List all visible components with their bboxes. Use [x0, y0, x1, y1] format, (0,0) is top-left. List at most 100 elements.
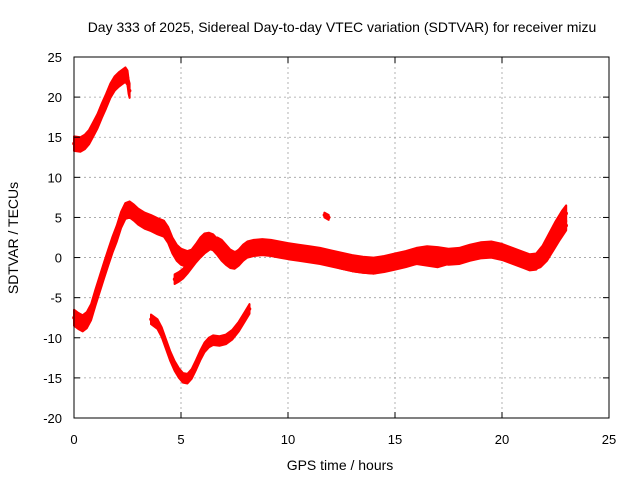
data-point: [217, 339, 222, 343]
data-point: [564, 211, 568, 216]
data-point: [326, 215, 331, 220]
data-series: [72, 66, 568, 385]
data-point: [558, 233, 562, 237]
data-point: [564, 223, 568, 228]
data-point: [532, 263, 536, 267]
data-point: [468, 248, 472, 253]
data-point: [414, 257, 419, 262]
data-point: [202, 246, 207, 251]
data-point: [127, 88, 132, 93]
data-point: [224, 337, 228, 342]
data-point: [110, 242, 115, 247]
data-point: [547, 239, 551, 244]
data-point: [457, 252, 462, 257]
data-point: [521, 257, 526, 262]
x-axis-label: GPS time / hours: [287, 457, 394, 473]
data-point: [155, 322, 160, 326]
y-tick-label: -10: [43, 331, 62, 346]
data-point: [446, 257, 451, 262]
data-point: [361, 266, 365, 270]
data-point: [123, 209, 128, 213]
y-tick-label: 0: [55, 251, 62, 266]
data-point: [207, 243, 211, 248]
data-point: [149, 317, 153, 322]
data-point: [126, 84, 131, 89]
data-point: [91, 127, 96, 131]
data-point: [560, 217, 564, 221]
data-point: [166, 233, 170, 237]
data-point: [85, 318, 89, 322]
data-point: [97, 282, 102, 286]
data-point: [239, 253, 243, 257]
data-point: [307, 253, 312, 257]
data-point: [177, 371, 181, 375]
data-point: [104, 99, 108, 103]
data-point: [232, 254, 237, 259]
data-point: [296, 250, 301, 255]
data-point: [162, 226, 166, 231]
data-point: [371, 267, 376, 271]
chart-title: Day 333 of 2025, Sidereal Day-to-day VTE…: [88, 19, 597, 35]
data-point: [538, 260, 543, 265]
x-tick-label: 15: [388, 432, 402, 447]
data-point: [112, 81, 117, 86]
data-point: [211, 338, 215, 343]
data-point: [89, 310, 93, 314]
x-tick-label: 10: [281, 432, 295, 447]
y-tick-label: 20: [48, 90, 62, 105]
y-axis-label: SDTVAR / TECUs: [5, 182, 21, 294]
data-point: [260, 243, 265, 248]
data-point: [170, 243, 175, 248]
data-point: [149, 221, 153, 225]
data-point: [127, 207, 132, 212]
data-point: [185, 257, 190, 262]
data-point: [510, 252, 515, 257]
y-tick-label: 25: [48, 50, 62, 65]
data-point: [164, 342, 168, 347]
data-point: [215, 240, 220, 245]
data-point: [155, 224, 160, 229]
x-tick-label: 25: [602, 432, 616, 447]
data-point: [82, 140, 87, 144]
tick-labels: 0 5 10 15 20 25 -20 -15 -10 -5 0 5 10 15 20 25: [43, 50, 616, 447]
x-tick-label: 0: [70, 432, 77, 447]
data-point: [179, 254, 183, 259]
data-point: [211, 241, 215, 245]
data-point: [545, 254, 549, 258]
plot-border: [73, 56, 610, 419]
y-tick-label: 5: [55, 210, 62, 225]
data-point: [245, 249, 250, 253]
data-point: [403, 259, 408, 263]
data-point: [318, 255, 322, 260]
data-point: [478, 246, 483, 250]
data-point: [551, 243, 556, 248]
data-point: [198, 353, 203, 358]
data-point: [172, 277, 177, 282]
data-point: [108, 88, 113, 93]
data-point: [329, 259, 333, 263]
data-point: [177, 275, 181, 279]
data-point: [119, 218, 123, 222]
data-point: [80, 321, 85, 326]
data-point: [247, 307, 252, 311]
data-point: [189, 372, 194, 376]
data-point: [350, 264, 355, 269]
data-point: [277, 246, 282, 251]
series-band-arc-4: [150, 303, 251, 385]
data-point: [382, 264, 387, 269]
data-point: [243, 314, 247, 318]
data-point: [142, 218, 147, 223]
data-point: [194, 363, 198, 367]
data-point: [553, 227, 558, 232]
y-tick-label: -5: [50, 291, 62, 306]
data-point: [102, 268, 106, 273]
data-point: [224, 247, 228, 252]
data-point: [237, 324, 241, 329]
data-point: [78, 142, 83, 147]
data-point: [202, 345, 207, 350]
data-point: [339, 262, 344, 266]
y-tick-label: -15: [43, 371, 62, 386]
data-point: [286, 248, 290, 253]
data-point: [136, 214, 140, 219]
data-point: [174, 250, 179, 255]
